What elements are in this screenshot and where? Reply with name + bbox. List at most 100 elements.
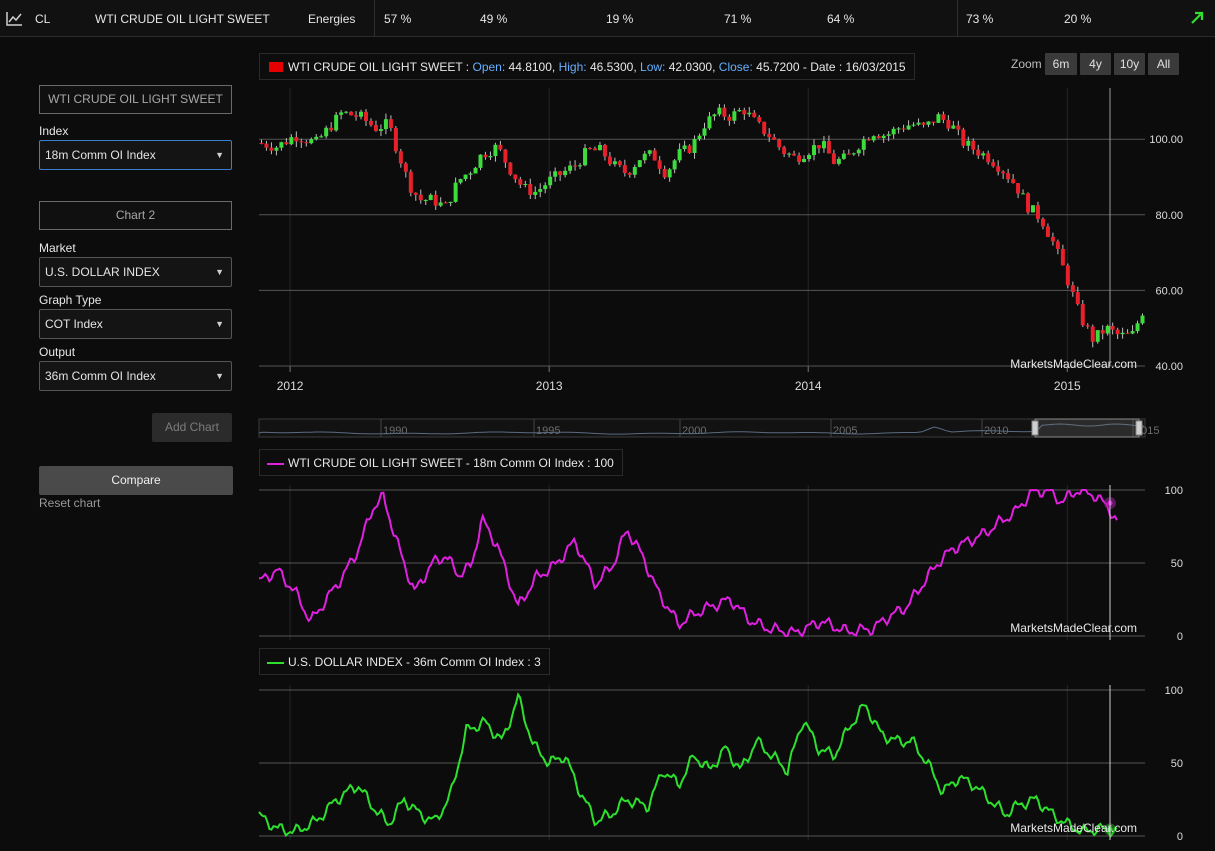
candle-down [398,151,403,164]
index-select[interactable]: 18m Comm OI Index ▼ [39,140,232,170]
candle-down [433,194,438,206]
market-select[interactable]: U.S. DOLLAR INDEX ▼ [39,257,232,287]
candle-up [578,165,583,167]
navigator-series [258,423,1145,435]
index-2-series[interactable] [258,692,1118,838]
candle-down [1115,329,1120,335]
candle-down [901,128,906,130]
candle-up [488,156,493,158]
candle-down [1035,205,1040,219]
caret-down-icon: ▼ [215,150,224,160]
chart-line-icon[interactable] [6,11,23,26]
candle-up [916,122,921,125]
candle-up [428,194,433,201]
candle-up [886,134,891,136]
market-select-value: U.S. DOLLAR INDEX [45,265,160,279]
candle-down [762,121,767,135]
graph-type-label: Graph Type [39,293,102,307]
add-chart-button[interactable]: Add Chart [152,413,232,442]
candle-down [627,173,632,175]
candle-down [294,137,299,142]
y-tick-label: 0 [1177,831,1183,843]
close-label: Close: [718,60,753,74]
candle-up [677,149,682,161]
candle-down [961,129,966,146]
candle-down [742,110,747,115]
candle-up [1095,330,1100,342]
candle-up [1120,332,1125,335]
ticker-symbol: CL [35,12,51,26]
navigator-tick-label: 1995 [536,425,560,437]
caret-down-icon: ▼ [215,371,224,381]
candle-down [1045,226,1050,237]
candle-down [831,153,836,164]
candle-up [493,144,498,157]
candle-up [383,119,388,130]
trend-up-arrow-icon [1191,11,1204,24]
candle-up [737,110,742,112]
ticker-stat-3: 19 % [606,12,634,26]
candle-up [966,140,971,146]
graph-type-select[interactable]: COT Index ▼ [39,309,232,339]
zoom-10y-button[interactable]: 10y [1114,53,1145,75]
candle-down [443,202,448,204]
reset-chart-link[interactable]: Reset chart [39,496,101,510]
y-tick-label: 50 [1171,758,1183,770]
candle-down [373,125,378,131]
compare-button[interactable]: Compare [39,466,233,495]
candle-down [1085,325,1090,327]
candle-up [448,201,453,203]
candle-down [941,114,946,120]
candle-up [468,173,473,175]
candle-down [498,144,503,150]
candle-up [533,191,538,195]
candle-up [553,171,558,177]
candle-down [956,125,961,130]
candle-down [1055,241,1060,249]
candle-down [826,141,831,154]
candle-up [697,135,702,139]
candle-up [981,153,986,156]
low-label: Low: [640,60,666,74]
candle-down [364,111,369,121]
candle-up [473,167,478,174]
chart-2-field[interactable]: Chart 2 [39,201,232,230]
navigator-window[interactable] [1034,418,1140,438]
candle-series-swatch [269,62,283,72]
navigator-right-handle[interactable] [1135,420,1143,436]
candle-down [622,165,627,174]
candle-up [911,124,916,126]
candle-up [856,149,861,154]
output-select[interactable]: 36m Comm OI Index ▼ [39,361,232,391]
graph-type-select-value: COT Index [45,317,103,331]
candle-down [264,143,269,148]
candle-down [772,137,777,140]
candle-down [588,148,593,150]
price-legend-name: WTI CRUDE OIL LIGHT SWEET [288,60,463,74]
candle-up [672,160,677,170]
candle-up [563,170,568,176]
candle-down [662,168,667,178]
x-tick-label: 2012 [277,379,304,393]
candle-up [583,148,588,166]
market-1-field[interactable]: WTI CRUDE OIL LIGHT SWEET [39,85,232,114]
y-tick-label: 60.00 [1155,285,1183,297]
candle-up [1021,193,1026,195]
candlestick-series[interactable] [259,104,1145,348]
zoom-6m-button[interactable]: 6m [1045,53,1077,75]
zoom-all-button[interactable]: All [1148,53,1179,75]
candle-down [403,163,408,172]
index-1-series[interactable] [258,488,1118,638]
candle-down [1100,330,1105,334]
candle-down [1090,326,1095,342]
candle-up [458,179,463,183]
candle-up [478,154,483,168]
candle-down [508,162,513,175]
candle-down [304,142,309,144]
range-navigator[interactable]: 1990 1995 2000 2005 2010 2015 [258,418,1159,438]
zoom-4y-button[interactable]: 4y [1080,53,1111,75]
navigator-left-handle[interactable] [1031,420,1039,436]
candle-up [344,111,349,113]
candle-down [503,149,508,163]
